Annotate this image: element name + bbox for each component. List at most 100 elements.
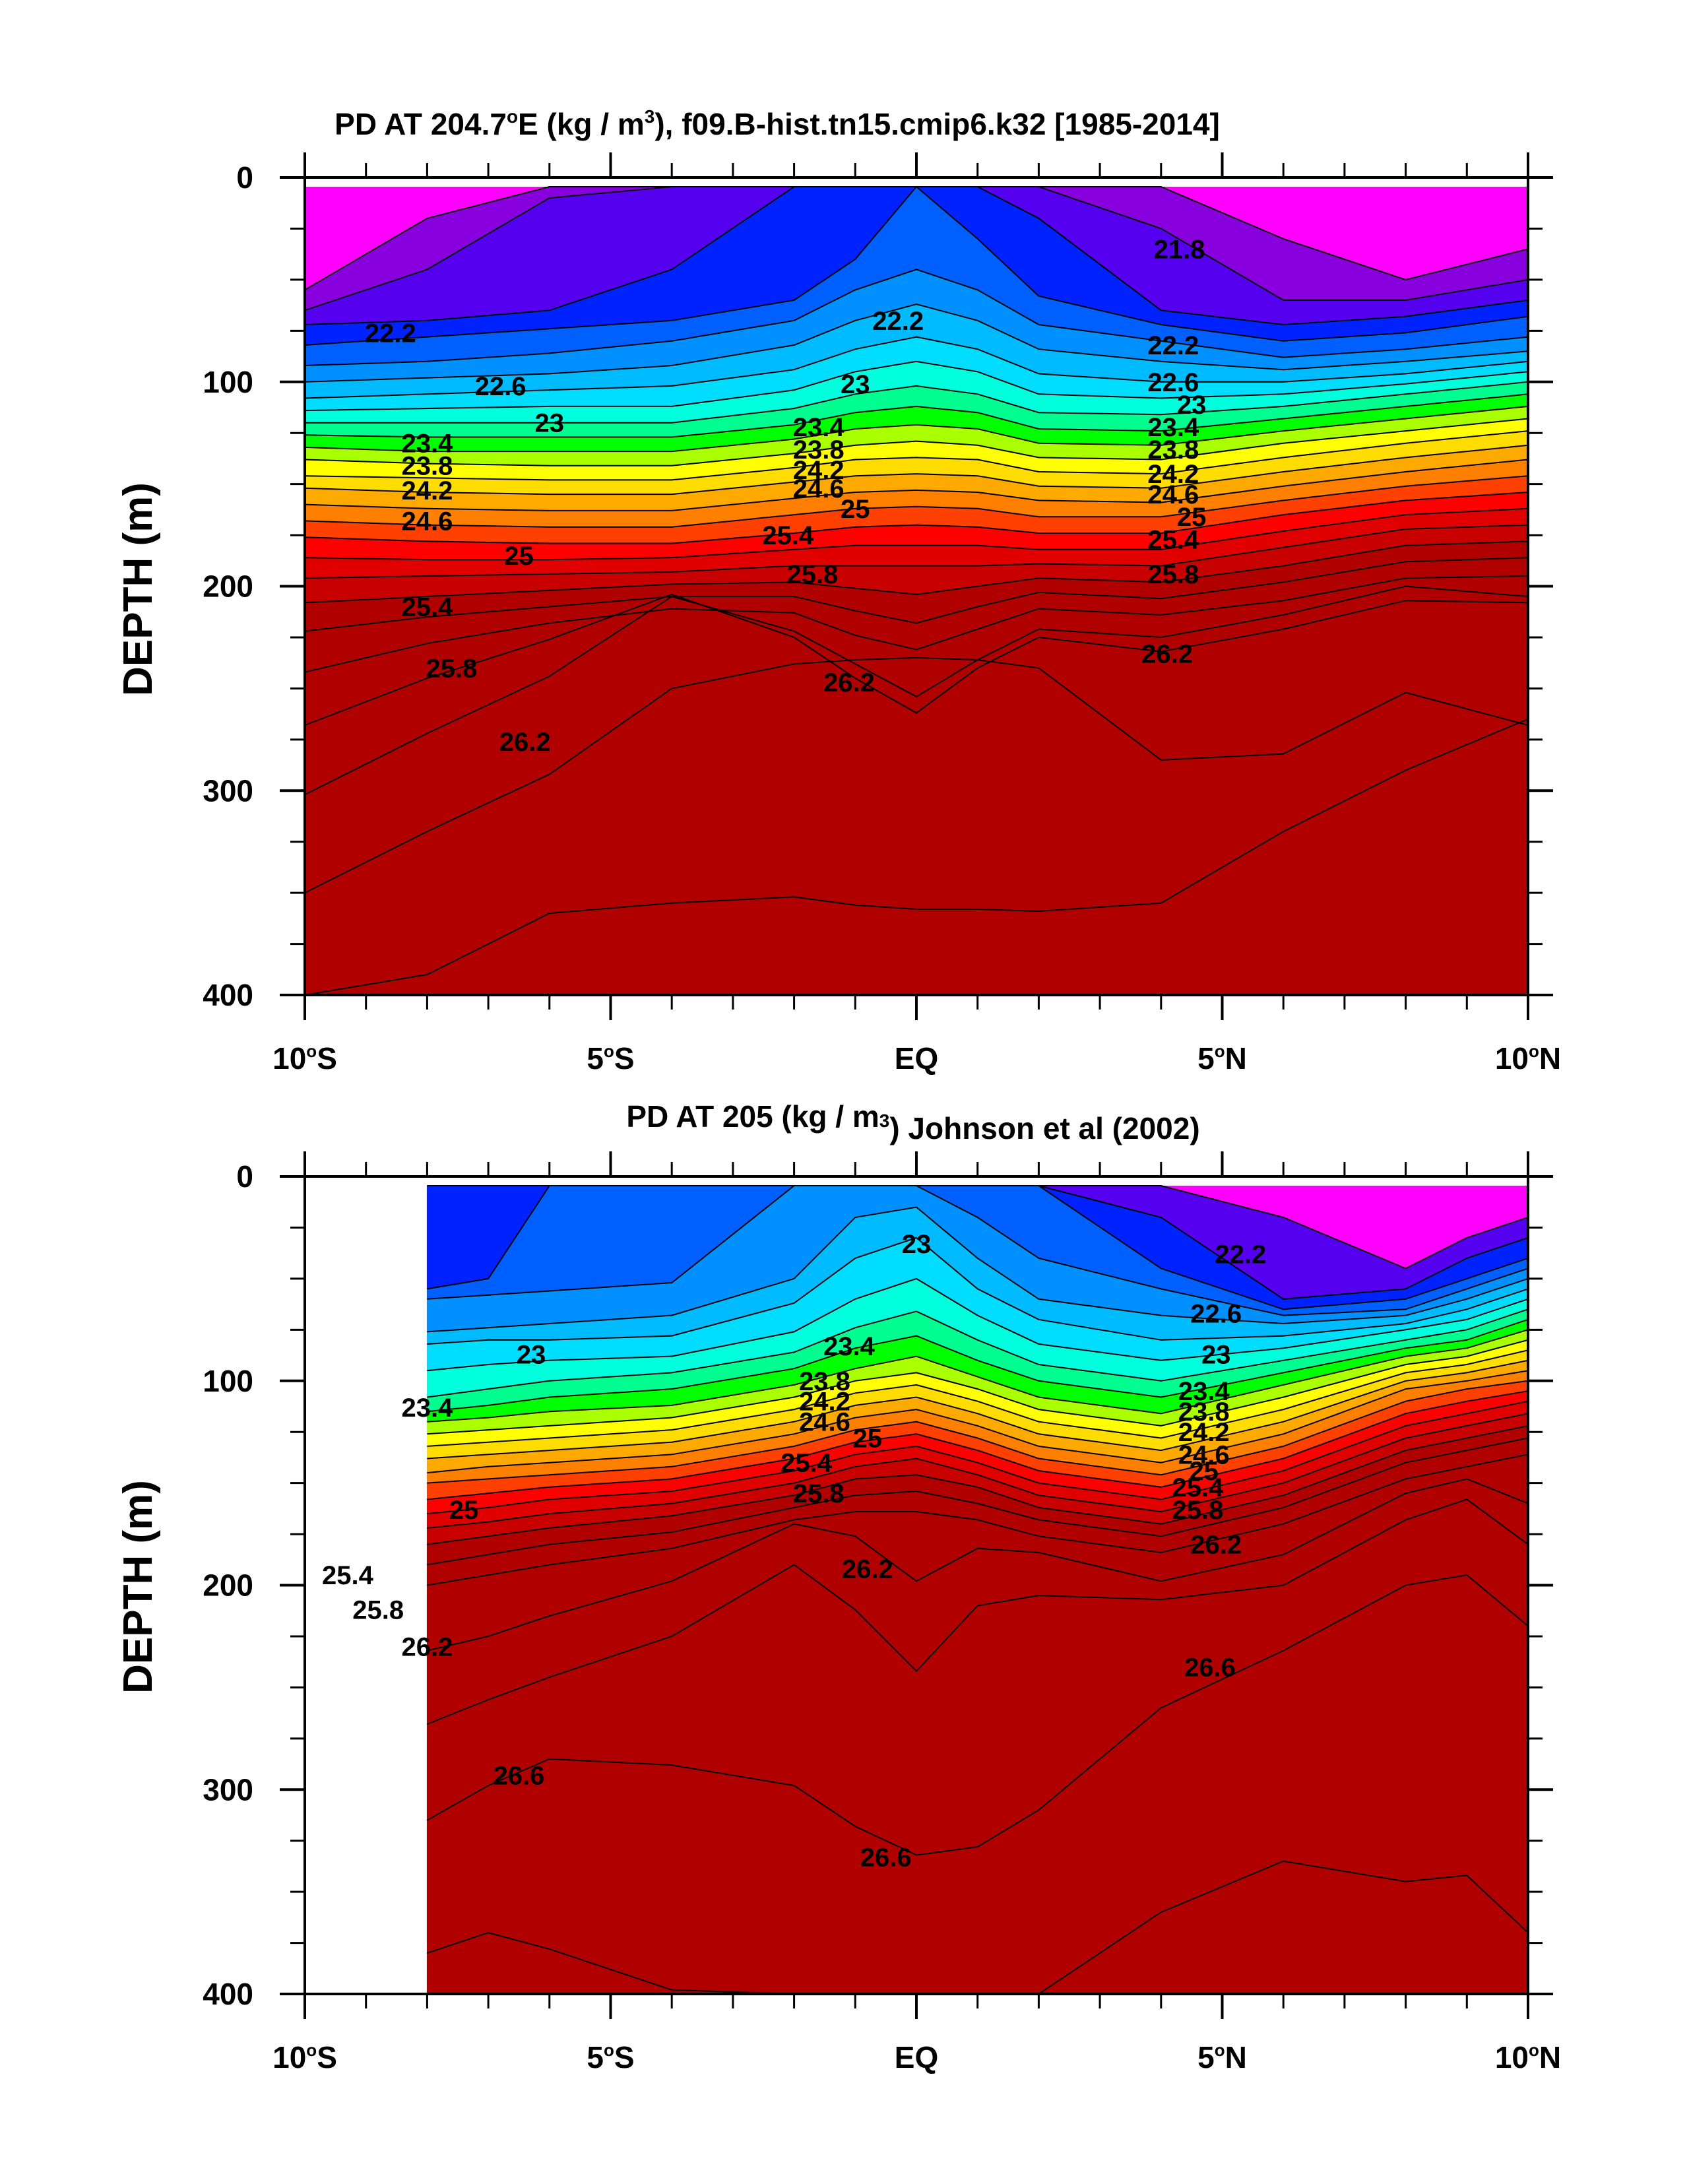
- isoline-26-2: [304, 593, 1529, 726]
- contour-label: 23.4: [401, 430, 453, 459]
- x-tick-label: 5oS: [587, 2040, 634, 2074]
- contour-label: 22.6: [475, 372, 526, 401]
- panel-bottom-fills: [426, 1185, 1529, 1995]
- contour-label: 22.2: [1215, 1240, 1266, 1269]
- panel-bottom-y-axis-title: DEPTH (m): [115, 1480, 161, 1694]
- isoline-26-6: [426, 1574, 1529, 1856]
- contour-label: 23.8: [1178, 1397, 1230, 1427]
- contour-label: 23.4: [401, 1394, 453, 1423]
- y-tick-label: 200: [203, 1568, 253, 1603]
- isoline-23-8: [427, 1329, 1529, 1423]
- isoline-24-6: [427, 1370, 1529, 1474]
- contour-label: 24.6: [799, 1408, 850, 1437]
- x-tick-label: 10oS: [272, 1041, 337, 1076]
- panel-bottom: PD AT 205 (kg / m3) Johnson et al (2002)…: [115, 1099, 1561, 2074]
- y-tick-label: 300: [203, 773, 253, 808]
- isoline-23: [427, 1237, 1529, 1345]
- contour-label: 26.2: [1190, 1531, 1242, 1560]
- isoline-24-2: [427, 1349, 1529, 1447]
- contour-label: 24.6: [793, 474, 844, 503]
- contour-label: 23.4: [793, 413, 845, 442]
- contour-label: 23.8: [1147, 435, 1199, 465]
- contour-label: 22.2: [1147, 331, 1199, 360]
- isoline-23-8: [304, 405, 1529, 453]
- isoline-23-6: [304, 393, 1529, 438]
- contour-label: 26.6: [860, 1844, 912, 1873]
- x-tick-label: 5oN: [1197, 2040, 1247, 2074]
- isoline-25-4: [304, 524, 1529, 579]
- contour-label: 23: [841, 370, 870, 399]
- x-tick-label: 10oS: [272, 2040, 337, 2074]
- contour-label: 24.6: [1178, 1440, 1230, 1469]
- isoline-26-4: [427, 1498, 1529, 1725]
- contour-label: 22.6: [1147, 368, 1199, 397]
- contour-label: 23: [517, 1341, 546, 1370]
- contour-label: 26.2: [401, 1632, 453, 1661]
- isoline-25-4: [427, 1413, 1529, 1529]
- contour-label: 25.4: [781, 1449, 833, 1478]
- contour-label: 24.2: [799, 1388, 850, 1417]
- isoline-25-6: [427, 1425, 1529, 1545]
- contour-label: 25: [504, 542, 534, 571]
- isoline-22-6: [304, 269, 1529, 366]
- contour-label: 23.8: [799, 1367, 850, 1396]
- contour-label: 25.8: [426, 654, 478, 683]
- contour-label: 25: [853, 1425, 883, 1454]
- panel-top-y-axis-title: DEPTH (m): [115, 482, 161, 696]
- panel-bottom-isolines: [426, 1185, 1529, 1995]
- isoline-23-2: [304, 360, 1529, 412]
- contour-label: 25.4: [401, 593, 453, 622]
- isoline-24-4: [427, 1359, 1529, 1460]
- isoline-25-8: [304, 557, 1529, 632]
- y-tick-label: 400: [203, 978, 253, 1012]
- isoline-26-8: [304, 718, 1529, 996]
- y-tick-label: 0: [236, 1159, 253, 1194]
- contour-label: 25.4: [322, 1561, 374, 1590]
- panel-bottom-contour-labels: 23232322.222.623.423.423.423.823.824.224…: [322, 1230, 1266, 1872]
- isoline-23-4: [305, 381, 1529, 424]
- contour-label: 25: [449, 1496, 479, 1525]
- contour-label: 22.2: [365, 319, 416, 348]
- isoline-24-4: [304, 444, 1529, 496]
- panel-top-title: PD AT 204.7oE (kg / m3), f09.B-hist.tn15…: [335, 106, 1220, 141]
- contour-label: 23: [1201, 1341, 1231, 1370]
- contour-label: 25.4: [1172, 1473, 1224, 1502]
- isoline-26-4: [304, 585, 1529, 796]
- isoline-22-4: [304, 185, 1529, 346]
- isoline-25-8: [427, 1437, 1529, 1566]
- contour-label: 23.8: [401, 452, 453, 481]
- isoline-22-6: [427, 1185, 1529, 1316]
- panel-bottom-title: PD AT 205 (kg / m3) Johnson et al (2002): [626, 1099, 1199, 1145]
- contour-label: 26.6: [494, 1762, 545, 1791]
- contour-label: 24.6: [401, 507, 453, 536]
- panel-bottom-axes: 10oS 5oS EQ 5oN 10oN 0 100 200 300 400: [203, 1151, 1561, 2074]
- isoline-26-2: [427, 1478, 1529, 1652]
- contour-label: 25: [1177, 503, 1207, 532]
- x-tick-label: 5oN: [1197, 1041, 1247, 1076]
- contour-label: 23: [535, 409, 565, 438]
- contour-label: 23: [902, 1230, 932, 1259]
- contour-label: 25.4: [762, 521, 814, 550]
- contour-label: 26.2: [842, 1555, 893, 1584]
- contour-label: 25.8: [786, 560, 838, 589]
- isoline-23-6: [427, 1318, 1529, 1413]
- y-tick-label: 200: [203, 569, 253, 604]
- contour-label: 25.8: [352, 1596, 404, 1625]
- contour-label: 21.8: [1154, 235, 1205, 264]
- x-tick-label: EQ: [895, 1041, 938, 1076]
- x-tick-label: 10oN: [1495, 2040, 1561, 2074]
- contour-label: 23.4: [1178, 1377, 1230, 1406]
- contour-label: 22.2: [872, 307, 924, 336]
- contour-label: 25.8: [1172, 1496, 1223, 1525]
- y-tick-label: 0: [236, 160, 253, 195]
- isoline-26: [304, 575, 1529, 673]
- y-tick-label: 100: [203, 365, 253, 399]
- isoline-24-6: [304, 459, 1529, 511]
- contour-label: 23.8: [793, 435, 844, 465]
- panel-top: PD AT 204.7oE (kg / m3), f09.B-hist.tn15…: [115, 106, 1561, 1076]
- contour-label: 25: [841, 495, 870, 524]
- contour-label: 26.6: [1184, 1653, 1236, 1682]
- isoline-26: [427, 1454, 1529, 1586]
- contour-label: 24.2: [401, 476, 453, 505]
